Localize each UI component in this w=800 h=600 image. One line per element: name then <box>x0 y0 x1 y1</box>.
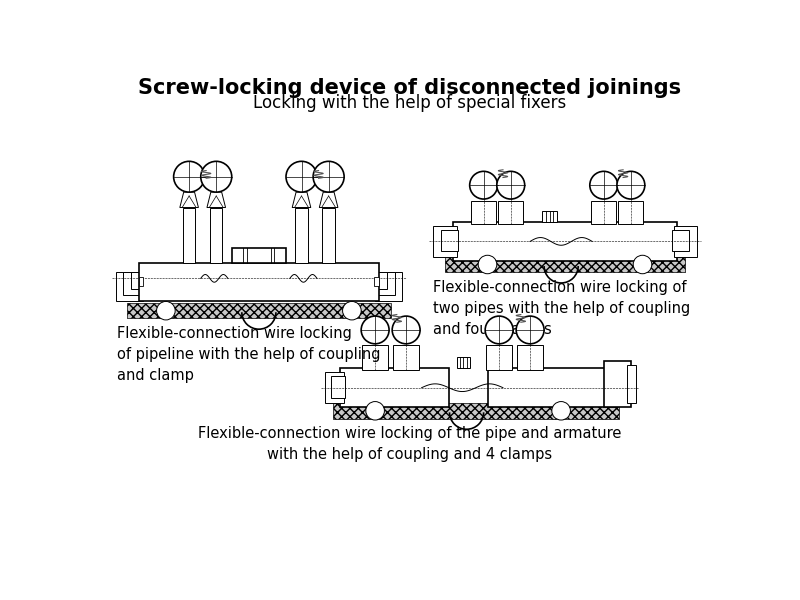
Circle shape <box>392 316 420 344</box>
Bar <box>486 346 512 370</box>
Circle shape <box>201 161 232 192</box>
Circle shape <box>361 316 389 344</box>
Bar <box>232 248 286 263</box>
Bar <box>333 403 619 419</box>
Bar <box>618 200 643 224</box>
Text: Screw-locking device of disconnected joinings: Screw-locking device of disconnected joi… <box>138 78 682 98</box>
Polygon shape <box>180 192 198 208</box>
Circle shape <box>342 301 361 320</box>
Circle shape <box>157 301 175 320</box>
Bar <box>371 272 386 289</box>
Polygon shape <box>207 192 226 208</box>
Circle shape <box>516 316 544 344</box>
Bar <box>591 200 616 224</box>
Bar <box>115 272 142 301</box>
Circle shape <box>478 255 497 274</box>
Bar <box>131 272 146 289</box>
Circle shape <box>552 401 570 420</box>
Bar <box>604 361 631 407</box>
Bar <box>374 277 379 286</box>
Bar <box>295 208 308 263</box>
Circle shape <box>485 316 513 344</box>
Bar <box>445 257 685 272</box>
Bar <box>322 208 335 263</box>
Bar <box>375 272 394 295</box>
Polygon shape <box>292 192 310 208</box>
Circle shape <box>634 255 652 274</box>
Bar <box>375 272 402 301</box>
Polygon shape <box>319 192 338 208</box>
Bar <box>183 208 195 263</box>
Bar <box>498 200 523 224</box>
Circle shape <box>366 401 385 420</box>
Bar <box>517 346 543 370</box>
Bar <box>453 222 678 260</box>
Circle shape <box>174 161 205 192</box>
Text: Locking with the help of special fixers: Locking with the help of special fixers <box>254 94 566 112</box>
Text: Flexible-connection wire locking of the pipe and armature
with the help of coupl: Flexible-connection wire locking of the … <box>198 426 622 462</box>
Bar <box>487 368 615 407</box>
Text: Flexible-connection wire locking
of pipeline with the help of coupling
and clamp: Flexible-connection wire locking of pipe… <box>117 326 381 383</box>
Circle shape <box>313 161 344 192</box>
Bar <box>362 346 388 370</box>
Bar <box>127 303 390 319</box>
Bar <box>393 346 419 370</box>
Bar <box>674 226 697 257</box>
Bar <box>672 230 689 251</box>
Bar <box>340 368 449 407</box>
Text: Flexible-connection wire locking of
two pipes with the help of coupling
and four: Flexible-connection wire locking of two … <box>434 280 690 337</box>
Bar <box>542 211 558 222</box>
Bar <box>627 365 636 403</box>
Bar <box>138 263 379 301</box>
Circle shape <box>617 172 645 199</box>
Circle shape <box>470 172 498 199</box>
Circle shape <box>497 172 525 199</box>
Bar <box>434 226 457 257</box>
Bar <box>123 272 142 295</box>
Bar <box>325 372 344 403</box>
Circle shape <box>286 161 317 192</box>
Circle shape <box>590 172 618 199</box>
Bar <box>210 208 222 263</box>
Bar <box>138 277 143 286</box>
Bar <box>457 357 470 368</box>
Bar <box>471 200 496 224</box>
Bar <box>441 230 458 251</box>
Bar <box>331 376 345 398</box>
